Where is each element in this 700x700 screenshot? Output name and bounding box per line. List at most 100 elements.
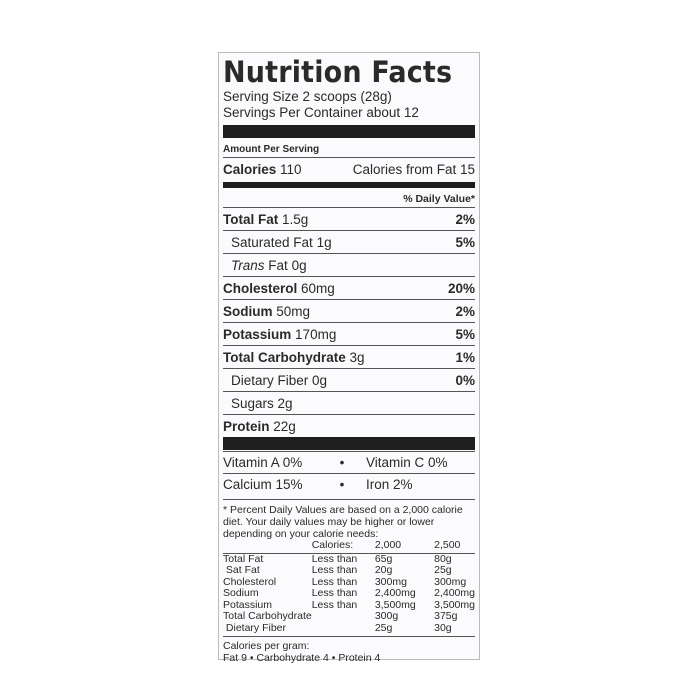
dv-cell: Total Fat	[223, 552, 264, 565]
vitamin-item: Calcium 15%	[223, 477, 303, 492]
dv-cell: Potassium	[223, 598, 273, 611]
nutrient-row: Saturated Fat 1g 5%	[223, 230, 475, 253]
dv-table-row: Dietary Fiber 25g 30g	[223, 621, 475, 635]
nutrient-name: Total Carbohydrate	[223, 349, 346, 365]
label-title: Nutrition Facts	[223, 55, 453, 89]
dv-cell: Less than	[311, 552, 358, 565]
nutrient-row: Protein 22g	[223, 414, 475, 437]
dv-cell: Less than	[311, 587, 358, 599]
nutrient-row: Total Carbohydrate 3g 1%	[223, 345, 475, 368]
nutrient-dv: 5%	[455, 326, 475, 342]
serving-size: Serving Size 2 scoops (28g)	[223, 89, 392, 104]
divider-thick	[223, 437, 475, 450]
nutrient-dv: 2%	[455, 211, 475, 227]
dv-cell: Cholesterol	[223, 575, 277, 588]
dv-cell: 300g	[374, 610, 399, 622]
nutrient-name: Trans	[231, 257, 265, 273]
nutrient-dv: 0%	[455, 372, 475, 388]
nutrient-amount: 2g	[277, 395, 293, 411]
nutrient-row: Potassium 170mg 5%	[223, 322, 475, 345]
dv-cell: Less than	[311, 598, 358, 611]
amount-per-serving: Amount Per Serving	[223, 143, 320, 155]
nutrient-row: Sugars 2g	[223, 391, 475, 414]
calories-value: 110	[280, 161, 302, 177]
dv-table-row: Cholesterol Less than 300mg 300mg	[223, 575, 475, 589]
nutrient-dv: 20%	[447, 280, 475, 296]
dv-cell: 375g	[434, 610, 458, 622]
header-cell: 2,000	[374, 539, 435, 554]
dv-table-row: Total Carbohydrate 300g 375g	[223, 610, 475, 623]
vitamin-item: Iron 2%	[366, 477, 413, 492]
nutrient-row: Cholesterol 60mg 20%	[223, 276, 475, 299]
nutrient-name: Dietary Fiber	[231, 372, 309, 388]
calories-label: Calories	[223, 161, 277, 177]
nutrient-name: Saturated Fat	[231, 234, 313, 250]
header-cell: 2,500	[434, 539, 475, 554]
nutrient-amount: 1.5g	[282, 211, 309, 227]
dv-cell: 300mg	[374, 575, 407, 588]
dv-table-row: Sat Fat Less than 20g 25g	[223, 564, 475, 577]
dv-cell: Sodium	[223, 587, 259, 599]
dv-cell: 25g	[374, 621, 393, 634]
dv-cell: Less than	[311, 575, 358, 588]
vitamin-row: Calcium 15% • Iron 2%	[223, 473, 475, 495]
nutrient-amount: 3g	[349, 349, 365, 365]
dv-cell: 25g	[434, 564, 452, 576]
nutrient-name: Sugars	[231, 395, 274, 411]
calories-per-gram: Calories per gram: Fat 9 • Carbohydrate …	[223, 636, 475, 664]
nutrient-name: Protein	[223, 418, 270, 434]
vitamin-item: Vitamin A 0%	[223, 455, 303, 470]
dv-cell: Sat Fat	[223, 564, 260, 576]
dv-cell: 80g	[434, 552, 452, 565]
nutrient-row: Dietary Fiber 0g 0%	[223, 368, 475, 391]
calories-from-fat: Calories from Fat 15	[352, 161, 475, 177]
nutrient-name: Sodium	[223, 303, 273, 319]
dv-table-row: Potassium Less than 3,500mg 3,500mg	[223, 598, 475, 612]
divider-thick	[223, 125, 475, 138]
nutrient-amount: 170mg	[295, 326, 337, 342]
daily-value-header: % Daily Value*	[223, 191, 475, 208]
nutrient-dv: 5%	[455, 234, 475, 250]
nutrient-amount: 22g	[273, 418, 296, 434]
dv-cell: Less than	[311, 564, 358, 576]
dv-cell: 65g	[374, 552, 393, 565]
nutrient-list: Total Fat 1.5g 2% Saturated Fat 1g 5% Trans …	[223, 208, 475, 437]
nutrition-facts-label: Nutrition Facts Serving Size 2 scoops (2…	[218, 52, 480, 664]
nutrient-amount: 60mg	[301, 280, 335, 296]
nutrient-amount: 50mg	[276, 303, 311, 319]
calories-row: Calories 110 Calories from Fat 15	[223, 157, 475, 180]
header-cell: Calories:	[311, 539, 375, 554]
dv-cell: 30g	[434, 621, 452, 634]
nutrient-amount: 1g	[316, 234, 332, 250]
dv-cell: 2,400mg	[374, 587, 416, 599]
nutrient-name: Fat	[268, 257, 288, 273]
vitamin-item: Vitamin C 0%	[366, 455, 448, 470]
dv-table-header: Calories: 2,000 2,500	[223, 539, 475, 554]
bullet-icon: •	[339, 455, 345, 470]
dv-cell: 2,400mg	[434, 587, 475, 599]
nutrient-row: Sodium 50mg 2%	[223, 299, 475, 322]
dv-table-row: Sodium Less than 2,400mg 2,400mg	[223, 587, 475, 600]
nutrient-row: Total Fat 1.5g 2%	[223, 208, 475, 230]
nutrient-name: Potassium	[223, 326, 292, 342]
cpg-label: Calories per gram:	[223, 640, 310, 652]
bullet-icon: •	[339, 477, 345, 492]
dv-cell: 20g	[374, 564, 393, 576]
nutrient-name: Cholesterol	[223, 280, 298, 296]
nutrient-amount: 0g	[312, 372, 328, 388]
nutrient-name: Total Fat	[223, 211, 279, 227]
dv-cell	[312, 623, 375, 635]
dv-table-row: Total Fat Less than 65g 80g	[223, 553, 475, 565]
cpg-values: Fat 9 • Carbohydrate 4 • Protein 4	[223, 652, 381, 664]
nutrient-row: Trans Fat 0g	[223, 253, 475, 276]
daily-value-table: Calories: 2,000 2,500 Total Fat Less than 65…	[223, 539, 475, 635]
vitamin-list: Vitamin A 0% • Vitamin C 0% Calcium 15% • Iro…	[223, 451, 475, 495]
divider-medium	[223, 182, 475, 188]
dv-cell: 3,500mg	[374, 598, 416, 611]
vitamin-row: Vitamin A 0% • Vitamin C 0%	[223, 451, 475, 473]
nutrient-dv: 1%	[455, 349, 475, 365]
dv-cell: Dietary Fiber	[223, 621, 287, 634]
dv-cell: 3,500mg	[434, 598, 475, 611]
dv-cell	[312, 611, 375, 623]
dv-cell: Total Carbohydrate	[223, 610, 312, 622]
